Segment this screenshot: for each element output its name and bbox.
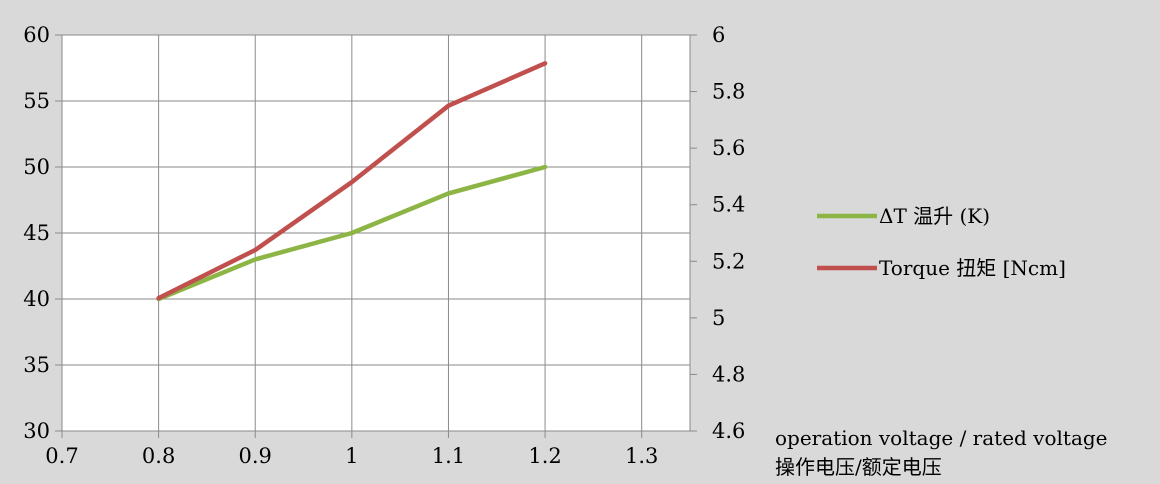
y-left-tick-label: 60 bbox=[23, 23, 50, 47]
x-tick-label: 1.2 bbox=[528, 444, 561, 468]
x-tick-label: 0.9 bbox=[239, 444, 272, 468]
x-axis-title: operation voltage / rated voltage bbox=[775, 426, 1108, 450]
y-left-tick-label: 45 bbox=[23, 221, 50, 245]
series-line-1 bbox=[156, 164, 548, 302]
y-left-tick-label: 50 bbox=[23, 155, 50, 179]
legend: ΔT 温升 (K) Torque 扭矩 [Ncm] bbox=[817, 204, 1066, 280]
x-tick-label: 1 bbox=[345, 444, 358, 468]
x-axis-title-cn: 操作电压/额定电压 bbox=[775, 455, 942, 479]
y-right-tick-label: 5.6 bbox=[712, 136, 745, 160]
y-right-tick-label: 5 bbox=[712, 306, 725, 330]
y-left-tick-label: 55 bbox=[23, 89, 50, 113]
y-right-tick-label: 4.8 bbox=[712, 362, 745, 386]
series-line-2 bbox=[156, 61, 548, 301]
series-lines bbox=[156, 61, 548, 302]
x-tick-label: 0.8 bbox=[142, 444, 175, 468]
y-left-tick-label: 35 bbox=[23, 353, 50, 377]
x-tick-label: 1.3 bbox=[625, 444, 658, 468]
y-right-tick-label: 6 bbox=[712, 23, 725, 47]
x-tick-label: 1.1 bbox=[432, 444, 465, 468]
x-tick-label: 0.7 bbox=[45, 444, 78, 468]
legend-label: Torque 扭矩 [Ncm] bbox=[879, 256, 1066, 280]
y-right-tick-label: 5.2 bbox=[712, 249, 745, 273]
y-left-tick-label: 40 bbox=[23, 287, 50, 311]
y-right-tick-label: 5.8 bbox=[712, 80, 745, 104]
y-left-tick-label: 30 bbox=[23, 419, 50, 443]
legend-label: ΔT 温升 (K) bbox=[879, 204, 990, 228]
y-right-tick-label: 4.6 bbox=[712, 419, 745, 443]
y-right-tick-label: 5.4 bbox=[712, 193, 745, 217]
axes: 0.7 0.8 0.9 1 1.1 1.2 1.3 30 35 40 45 50 55 60 4.6 4.8 5… bbox=[23, 23, 745, 468]
